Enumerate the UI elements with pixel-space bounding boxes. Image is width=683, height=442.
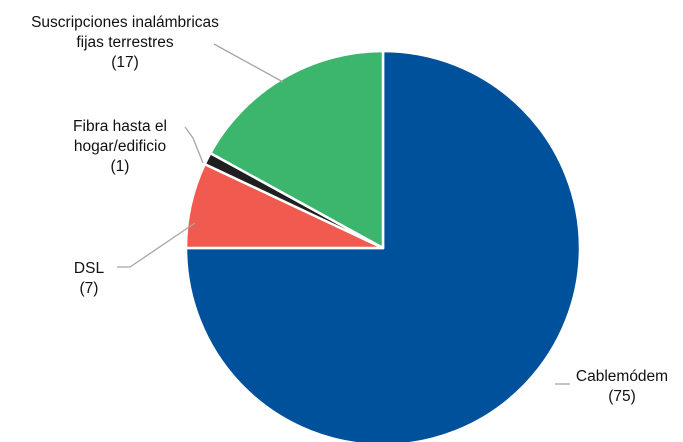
slice-label-line: (7): [80, 280, 99, 297]
slice-label: DSL (7): [74, 260, 105, 297]
leader-line: [213, 43, 284, 83]
slice-label: Suscripciones inalámbricas fijas terrestr…: [31, 14, 219, 71]
slice-label: Fibra hasta el hogar/edificio (1): [73, 118, 167, 175]
slice-label-line: fijas terrestres: [76, 34, 174, 51]
pie-slice: [209, 49, 385, 250]
pie-slice: [184, 49, 582, 442]
slice-label-line: DSL: [74, 260, 105, 277]
slice-label-line: Cablemódem: [576, 368, 668, 385]
slice-labels: Cablemódem (75) DSL (7) Fibra hasta el hogar/…: [31, 14, 668, 405]
slice-label-line: (75): [608, 388, 636, 405]
leader-line: [117, 222, 196, 268]
slice-label-line: (1): [111, 158, 130, 175]
slice-label-line: Fibra hasta el: [73, 118, 167, 135]
pie-slices: [184, 49, 582, 442]
slice-label-line: hogar/edificio: [74, 138, 166, 155]
slice-label-line: (17): [111, 54, 139, 71]
leader-line: [184, 126, 204, 164]
slice-label-line: Suscripciones inalámbricas: [31, 14, 219, 31]
slice-label: Cablemódem (75): [576, 368, 668, 405]
leader-lines: [117, 43, 570, 385]
